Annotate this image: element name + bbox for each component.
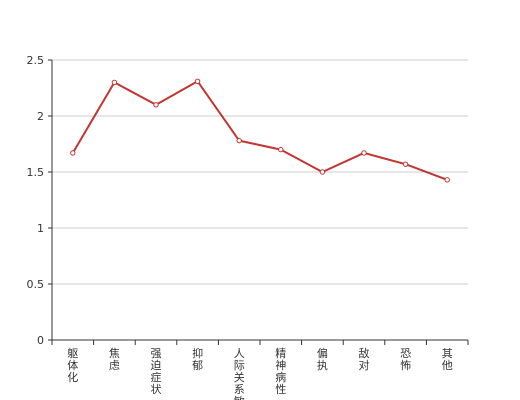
data-point[interactable] bbox=[319, 169, 326, 175]
y-tick-label: 0 bbox=[37, 334, 44, 347]
series-layer bbox=[70, 78, 450, 183]
x-category-label: 精神病性 bbox=[275, 347, 286, 396]
x-category-label: 躯体化 bbox=[67, 347, 78, 384]
x-category-label: 恐怖 bbox=[400, 347, 411, 372]
x-category-label: 抑郁 bbox=[192, 346, 203, 372]
y-axis: 0 0.5 1 1.5 2 2.5 bbox=[27, 54, 53, 347]
x-category-label: 偏执 bbox=[317, 346, 328, 372]
data-point[interactable] bbox=[444, 177, 450, 183]
y-tick-label: 1 bbox=[37, 222, 44, 235]
x-category-label: 其他 bbox=[442, 347, 453, 372]
series-line bbox=[71, 80, 448, 181]
x-category-label: 强迫症状 bbox=[151, 347, 162, 396]
data-point[interactable] bbox=[278, 146, 284, 153]
x-category-label: 人际关系敏感 bbox=[234, 347, 245, 400]
x-category-label: 焦虑 bbox=[109, 347, 120, 372]
data-point[interactable] bbox=[361, 150, 367, 156]
y-tick-label: 1.5 bbox=[27, 166, 45, 179]
grid-lines bbox=[52, 59, 468, 285]
x-category-label: 敌对 bbox=[359, 346, 370, 372]
y-tick-label: 2 bbox=[37, 110, 44, 123]
data-point[interactable] bbox=[111, 79, 118, 86]
data-point[interactable] bbox=[70, 150, 76, 156]
y-tick-label: 2.5 bbox=[27, 54, 45, 67]
data-point[interactable] bbox=[194, 78, 201, 84]
data-point[interactable] bbox=[402, 161, 409, 167]
data-point[interactable] bbox=[236, 137, 242, 144]
data-point[interactable] bbox=[153, 102, 159, 108]
y-tick-label: 0.5 bbox=[27, 278, 45, 291]
x-axis: 躯体化 焦虑 强迫症状 抑郁 人际关系敏感 精神病性 偏执 敌对 恐怖 其他 bbox=[51, 339, 469, 400]
